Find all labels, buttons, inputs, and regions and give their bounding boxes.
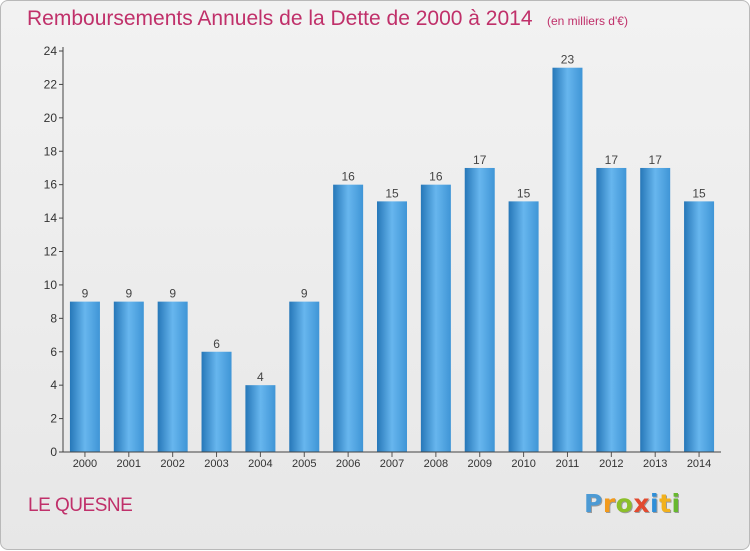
bar-value-label: 15: [385, 186, 399, 200]
y-tick-label: 18: [44, 144, 58, 158]
bar-2007: [377, 201, 407, 452]
logo-letter: t: [659, 489, 672, 518]
logo-letter: r: [602, 489, 616, 518]
bar-2010: [508, 201, 539, 452]
bar-value-label: 17: [605, 153, 619, 167]
bar-value-label: 15: [692, 186, 706, 200]
y-tick-label: 16: [44, 178, 58, 192]
logo-letter: o: [615, 489, 634, 518]
bar-2014: [684, 201, 715, 452]
bar-2011: [552, 67, 583, 452]
x-tick-label: 2012: [599, 458, 623, 470]
bar-2004: [245, 385, 276, 452]
chart-title-text: Remboursements Annuels de la Dette de 20…: [27, 7, 533, 30]
bar-value-label: 17: [649, 153, 663, 167]
y-tick-label: 6: [50, 345, 57, 359]
x-tick-label: 2007: [380, 458, 404, 470]
chart-title: Remboursements Annuels de la Dette de 20…: [27, 7, 628, 31]
bar-value-label: 23: [561, 53, 575, 67]
y-tick-label: 24: [44, 44, 58, 58]
y-tick-label: 4: [50, 378, 57, 392]
bar-2012: [596, 167, 627, 453]
x-tick-label: 2014: [687, 458, 711, 470]
x-tick-label: 2001: [117, 458, 141, 470]
bar-2013: [640, 167, 671, 453]
bar-2002: [157, 301, 188, 452]
bar-value-label: 9: [125, 287, 132, 301]
axes: 2000 2001 2002 2003 2004 2005 2006 2007 2008 2009…: [44, 44, 721, 470]
proxiti-logo: Proxiti: [584, 489, 681, 518]
y-tick-label: 2: [50, 412, 57, 426]
y-tick-label: 0: [50, 445, 57, 459]
x-tick-label: 2005: [292, 458, 316, 470]
bar-value-label: 16: [429, 170, 443, 184]
bar-series: 9 9 9 6 4 9 16 15 16 17 15 23 17 17 15: [69, 53, 715, 453]
x-tick-label: 2002: [160, 458, 184, 470]
bar-value-label: 17: [473, 153, 487, 167]
bar-2008: [420, 184, 451, 452]
bar-value-label: 15: [517, 186, 531, 200]
x-tick-label: 2006: [336, 458, 360, 470]
bar-value-label: 4: [257, 370, 264, 384]
logo-letter: i: [650, 489, 660, 518]
y-tick-label: 10: [44, 278, 58, 292]
x-tick-label: 2004: [248, 458, 272, 470]
commune-name: LE QUESNE: [28, 495, 133, 516]
bar-value-label: 9: [169, 287, 176, 301]
y-tick-label: 20: [44, 111, 58, 125]
chart-unit-note: (en milliers d'€): [546, 14, 628, 28]
bar-value-label: 9: [82, 287, 89, 301]
bar-2009: [464, 167, 495, 453]
bar-value-label: 6: [213, 337, 220, 351]
x-tick-label: 2010: [511, 458, 535, 470]
x-tick-label: 2008: [424, 458, 448, 470]
bar-2005: [289, 301, 320, 452]
y-tick-label: 12: [44, 245, 58, 259]
x-tick-label: 2003: [204, 458, 228, 470]
bar-value-label: 16: [341, 170, 355, 184]
bar-2003: [201, 351, 232, 452]
x-tick-label: 2000: [73, 458, 97, 470]
bar-2006: [333, 184, 364, 452]
y-tick-label: 8: [50, 311, 57, 325]
logo-letter: P: [584, 489, 603, 518]
x-tick-label: 2009: [467, 458, 491, 470]
y-tick-label: 14: [44, 211, 58, 225]
x-tick-label: 2011: [556, 458, 580, 470]
x-tick-label: 2013: [643, 458, 667, 470]
bar-value-label: 9: [301, 287, 308, 301]
y-tick-label: 22: [44, 77, 58, 91]
bar-2000: [69, 301, 100, 452]
logo-letter: x: [633, 489, 650, 518]
bar-2001: [113, 301, 144, 452]
logo-letter: i: [671, 489, 681, 518]
